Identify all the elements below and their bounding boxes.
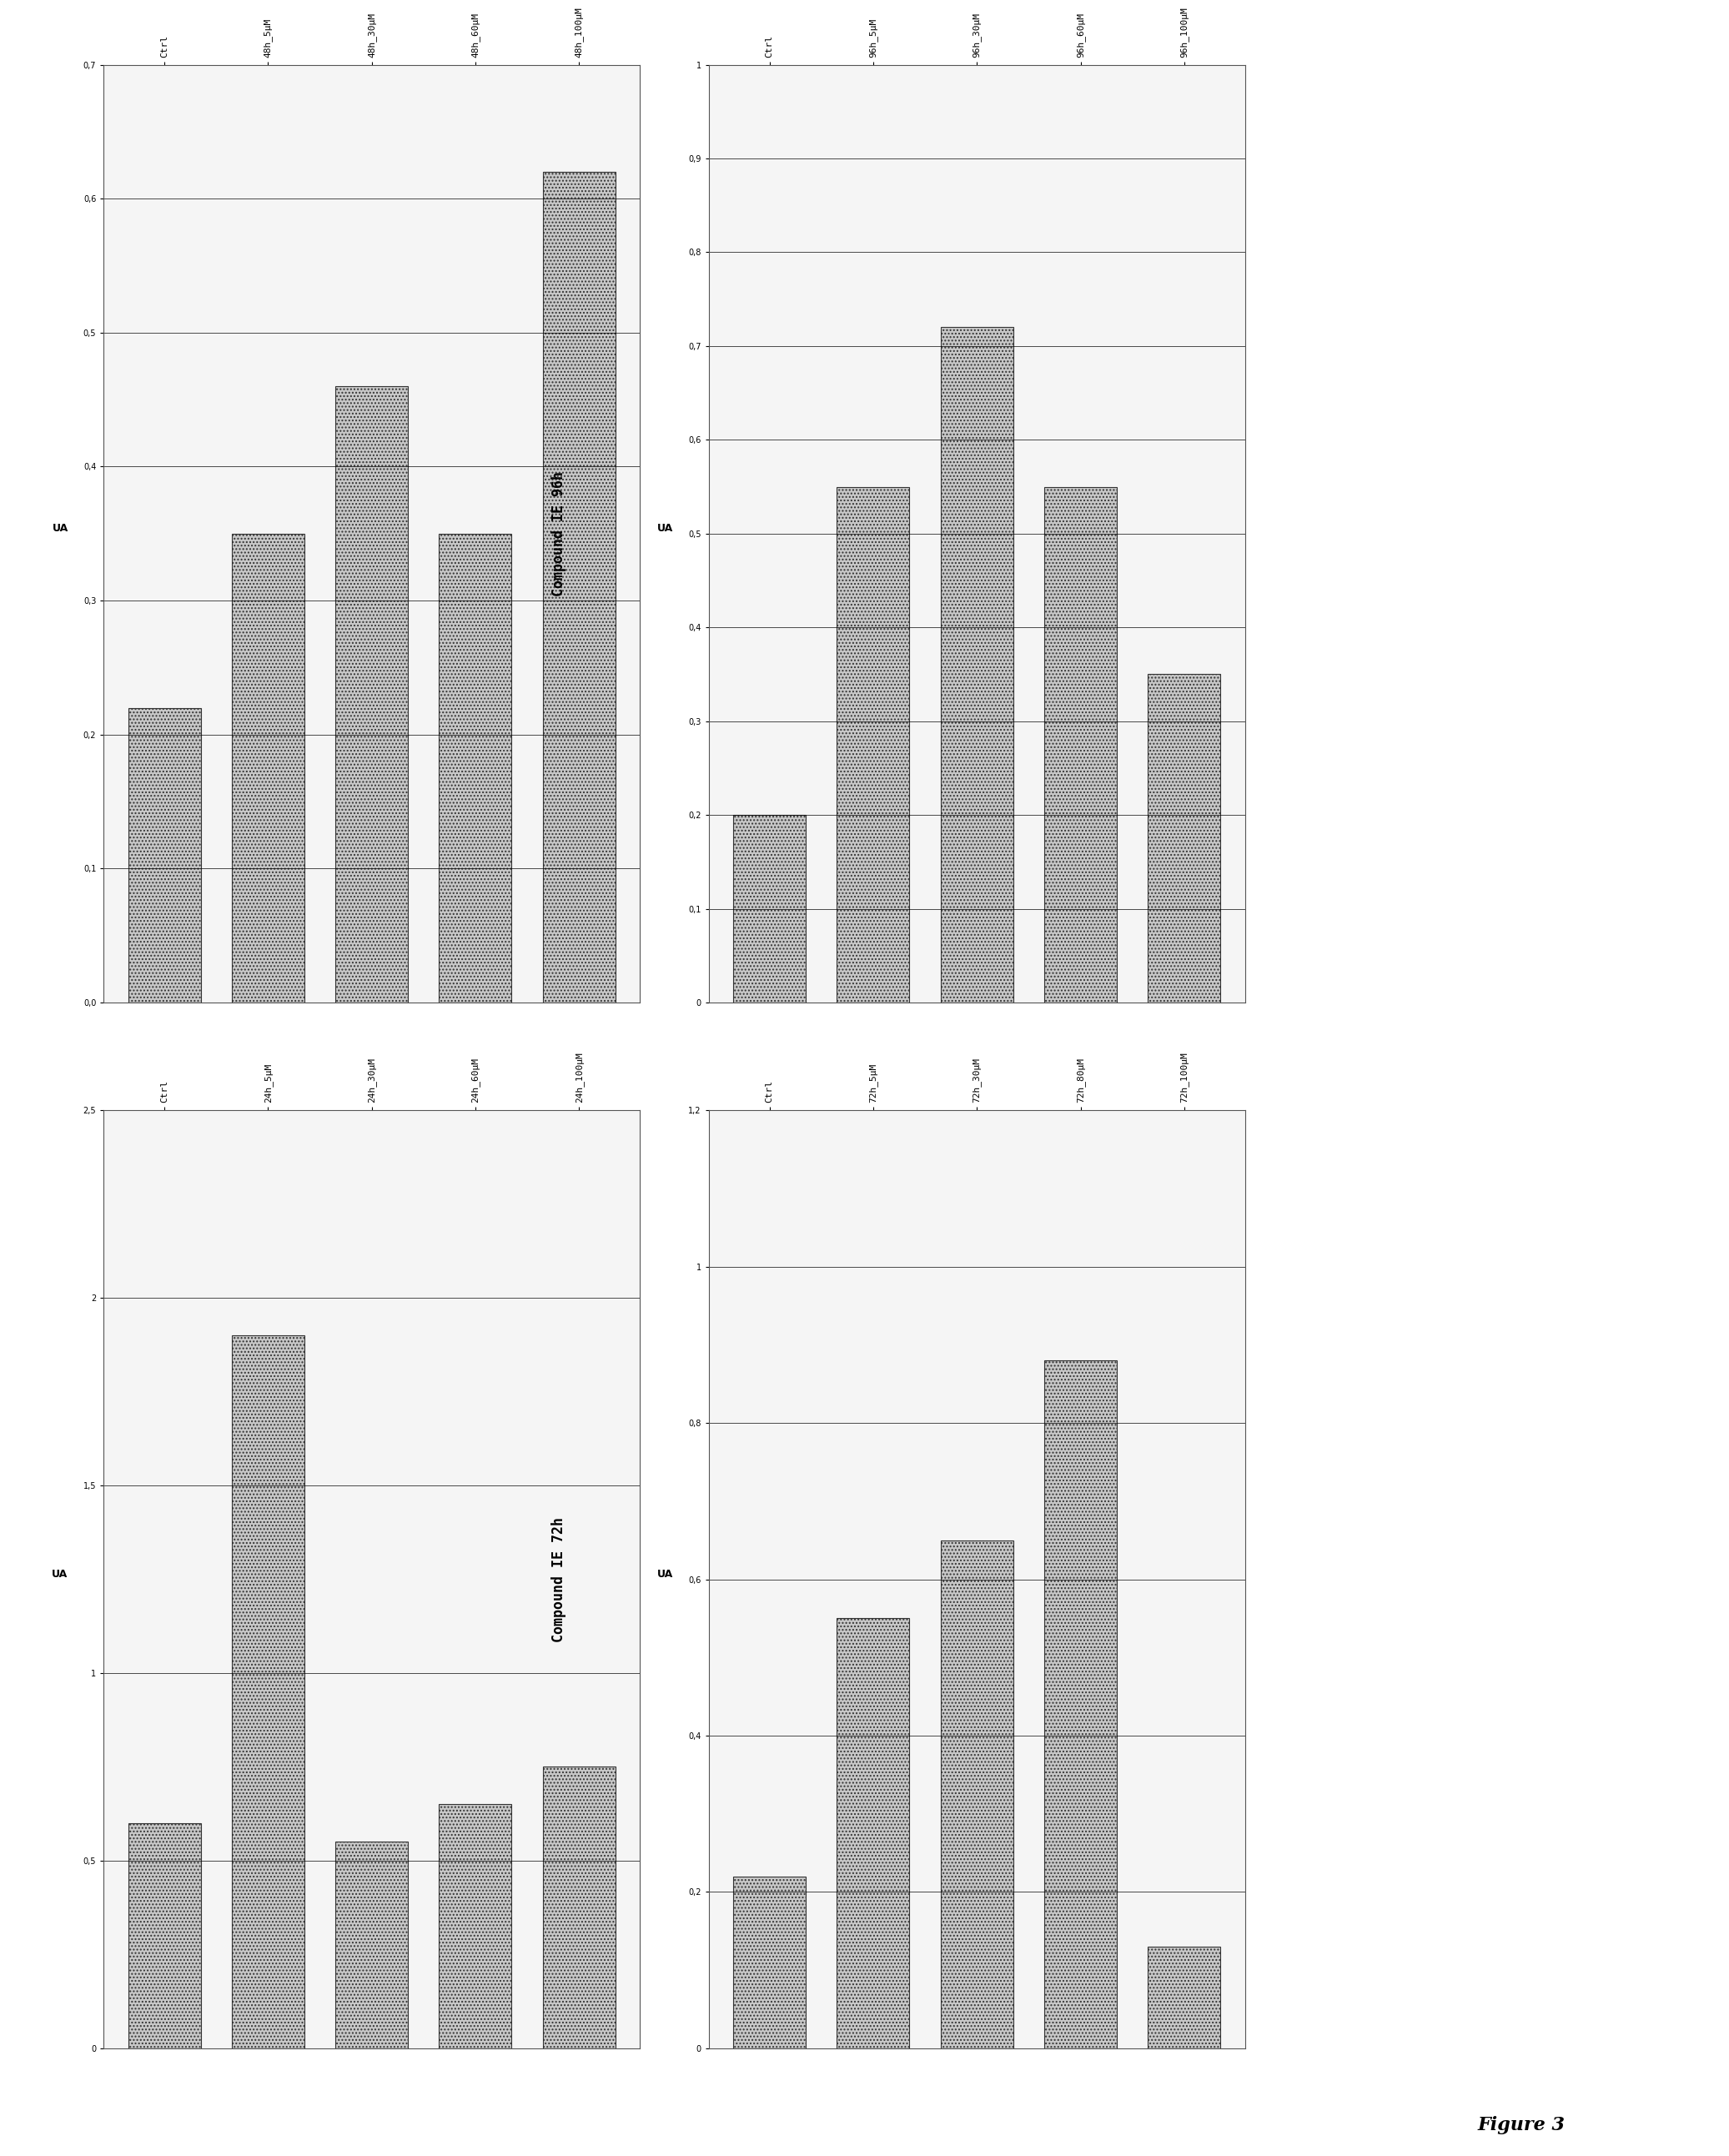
Y-axis label: UA: UA [52,522,67,535]
Bar [1148,1947,1221,2048]
Bar [733,815,806,1003]
Bar [232,535,304,1003]
Text: Figure 3: Figure 3 [1478,2115,1565,2134]
Bar [128,707,201,1003]
Bar [941,1539,1013,2048]
Bar [439,1805,512,2048]
Bar [128,1824,201,2048]
Bar [232,1335,304,2048]
Text: Compound IE 96h: Compound IE 96h [552,470,567,597]
Bar [1148,675,1221,1003]
Bar [837,1619,909,2048]
Bar [941,328,1013,1003]
Y-axis label: UA: UA [657,522,673,535]
Bar [439,535,512,1003]
Bar [543,1768,616,2048]
Y-axis label: UA: UA [657,1567,673,1578]
Bar [1044,1360,1117,2048]
Y-axis label: UA: UA [52,1567,67,1578]
Text: Compound IE 72h: Compound IE 72h [552,1516,567,1643]
Bar [733,1876,806,2048]
Bar [543,172,616,1003]
Bar [335,1841,408,2048]
Bar [335,386,408,1003]
Bar [1044,487,1117,1003]
Bar [837,487,909,1003]
